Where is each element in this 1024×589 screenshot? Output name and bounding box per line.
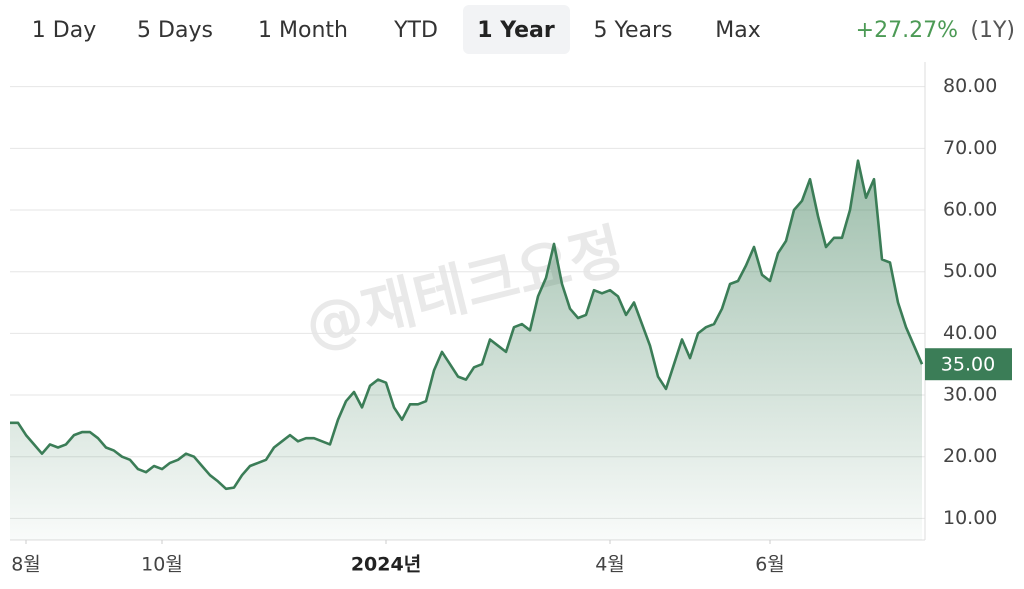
time-range-tab[interactable]: Max xyxy=(715,18,760,43)
x-tick-label: 6월 xyxy=(755,554,785,576)
time-range-tab[interactable]: YTD xyxy=(393,18,438,43)
y-tick-label: 40.00 xyxy=(943,322,997,344)
time-range-tab[interactable]: 1 Day xyxy=(32,18,96,43)
current-price-box xyxy=(925,348,1012,381)
time-range-tab[interactable]: 1 Year xyxy=(477,18,555,43)
tab-highlight xyxy=(463,5,570,54)
price-line xyxy=(10,159,924,491)
y-tick-label: 70.00 xyxy=(943,137,997,159)
y-tick-label: 30.00 xyxy=(943,384,997,406)
y-tick-label: 80.00 xyxy=(943,75,997,97)
change-value: +27.27% xyxy=(856,18,958,43)
x-tick-label: 4월 xyxy=(595,554,625,576)
change-period: (1Y) xyxy=(970,18,1015,43)
time-range-tab[interactable]: 5 Years xyxy=(593,18,672,43)
time-range-tab[interactable]: 1 Month xyxy=(258,18,348,43)
y-tick-label: 10.00 xyxy=(943,507,997,529)
time-range-tab[interactable]: 5 Days xyxy=(137,18,213,43)
y-tick-label: 50.00 xyxy=(943,260,997,282)
current-price-label: 35.00 xyxy=(941,354,995,376)
x-tick-label: 2024년 xyxy=(351,554,421,576)
x-tick-label: 8월 xyxy=(11,554,41,576)
price-area xyxy=(10,160,922,540)
y-tick-label: 20.00 xyxy=(943,445,997,467)
y-tick-label: 60.00 xyxy=(943,199,997,221)
x-tick-label: 10월 xyxy=(141,554,183,576)
